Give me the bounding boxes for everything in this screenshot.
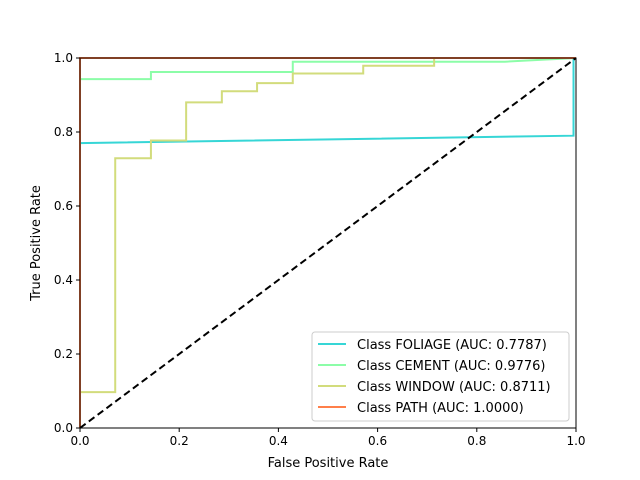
- x-tick-label: 1.0: [566, 434, 585, 448]
- plot-frame: [79, 57, 577, 429]
- roc-curve-series-1: [79, 57, 577, 428]
- x-tick-label: 0.6: [368, 434, 387, 448]
- y-tick-label: 0.2: [54, 347, 73, 361]
- x-axis-label: False Positive Rate: [268, 456, 389, 471]
- y-axis-ticks: 0.0 0.2 0.4 0.6 0.8 1.0: [54, 51, 80, 435]
- x-tick-label: 0.0: [70, 434, 89, 448]
- y-axis-label: True Positive Rate: [29, 185, 44, 302]
- chance-diagonal-line: [79, 57, 577, 429]
- legend-label-2: Class WINDOW (AUC: 0.8711): [357, 380, 551, 395]
- x-tick-label: 0.2: [170, 434, 189, 448]
- legend-label-1: Class CEMENT (AUC: 0.9776): [357, 359, 545, 374]
- legend-box: [311, 331, 570, 422]
- legend-label-3: Class PATH (AUC: 1.0000): [357, 401, 524, 416]
- y-tick-label: 0.0: [54, 421, 73, 435]
- y-tick-label: 0.8: [54, 125, 73, 139]
- x-axis-ticks: 0.0 0.2 0.4 0.6 0.8 1.0: [70, 428, 586, 448]
- legend-label-0: Class FOLIAGE (AUC: 0.7787): [357, 338, 547, 353]
- y-tick-label: 0.4: [54, 273, 73, 287]
- x-tick-label: 0.8: [467, 434, 486, 448]
- y-tick-label: 1.0: [54, 51, 73, 65]
- legend: Class FOLIAGE (AUC: 0.7787) Class CEMENT …: [311, 331, 570, 422]
- x-tick-label: 0.4: [269, 434, 288, 448]
- roc-curve-series-2: [79, 57, 576, 428]
- y-tick-label: 0.6: [54, 199, 73, 213]
